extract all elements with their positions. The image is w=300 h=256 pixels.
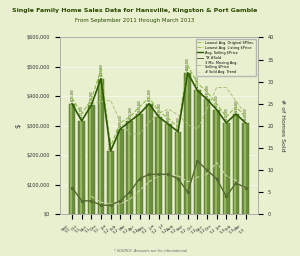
Bar <box>109 151 111 214</box>
Text: $355,000: $355,000 <box>214 95 219 107</box>
Text: $280,000: $280,000 <box>176 117 180 129</box>
Text: $340,000: $340,000 <box>137 99 142 112</box>
Text: $460,000: $460,000 <box>99 64 103 76</box>
Text: $305,000: $305,000 <box>167 110 170 122</box>
Bar <box>155 117 162 214</box>
Bar <box>78 121 85 214</box>
Bar <box>136 114 143 214</box>
Bar <box>244 123 245 214</box>
Bar <box>107 151 114 214</box>
Bar <box>137 114 140 214</box>
Bar <box>157 117 159 214</box>
Bar <box>223 123 230 214</box>
Bar <box>195 90 197 214</box>
Bar <box>234 114 236 214</box>
Bar <box>176 132 178 214</box>
Text: $375,000: $375,000 <box>70 89 74 101</box>
Bar <box>80 121 82 214</box>
Bar <box>167 124 168 214</box>
Bar <box>175 132 182 214</box>
Text: $420,000: $420,000 <box>195 76 199 88</box>
Bar <box>165 124 172 214</box>
Bar <box>194 90 201 214</box>
Text: $480,000: $480,000 <box>186 58 190 70</box>
Text: $315,000: $315,000 <box>128 106 132 119</box>
Text: $370,000: $370,000 <box>89 90 93 103</box>
Text: From September 2011 through March 2013: From September 2011 through March 2013 <box>75 18 195 23</box>
Bar <box>70 104 72 214</box>
Bar <box>146 104 152 214</box>
Bar <box>89 105 91 214</box>
Text: $317,000: $317,000 <box>80 106 84 119</box>
Text: $340,000: $340,000 <box>234 99 238 112</box>
Bar <box>88 105 95 214</box>
Bar <box>127 121 133 214</box>
Text: $375,000: $375,000 <box>147 89 151 101</box>
Bar <box>186 73 188 214</box>
Legend: Lowest Avg. Original SP/Inc., Lowest Avg. Listing $Price, Avg. Selling $Price, T: Lowest Avg. Original SP/Inc., Lowest Avg… <box>196 39 256 76</box>
Bar <box>232 114 239 214</box>
Text: $310,000: $310,000 <box>244 108 248 121</box>
Bar <box>224 123 226 214</box>
Bar <box>98 79 104 214</box>
Bar <box>128 121 130 214</box>
Bar <box>205 99 207 214</box>
Bar <box>242 123 249 214</box>
Bar <box>69 104 75 214</box>
Text: $214,000: $214,000 <box>109 136 112 149</box>
Text: Single Family Home Sales Data for Hansville, Kingston & Port Gamble: Single Family Home Sales Data for Hansvi… <box>12 8 258 13</box>
Bar <box>99 79 101 214</box>
Bar <box>118 129 120 214</box>
Bar <box>117 129 124 214</box>
Text: $330,000: $330,000 <box>157 102 161 115</box>
Bar <box>184 73 191 214</box>
Text: $310,000: $310,000 <box>224 108 228 121</box>
Bar <box>147 104 149 214</box>
Y-axis label: # of Homes Sold: # of Homes Sold <box>280 100 285 152</box>
Text: $289,000: $289,000 <box>118 114 122 127</box>
Bar <box>213 110 220 214</box>
Bar <box>214 110 217 214</box>
Text: $390,000: $390,000 <box>205 84 209 97</box>
Text: * SOURCE: Amounts are for informational: * SOURCE: Amounts are for informational <box>113 249 187 253</box>
Y-axis label: $: $ <box>15 124 21 128</box>
Bar <box>204 99 210 214</box>
